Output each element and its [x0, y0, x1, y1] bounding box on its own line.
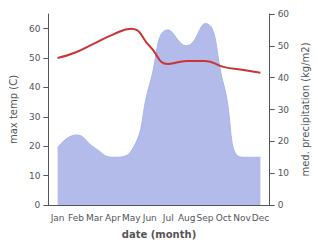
svg-text:Aug: Aug [178, 213, 196, 223]
svg-text:60: 60 [278, 9, 290, 19]
svg-text:Jul: Jul [162, 213, 174, 223]
svg-text:Sep: Sep [197, 213, 214, 223]
svg-text:Jan: Jan [50, 213, 65, 223]
svg-text:10: 10 [29, 171, 41, 181]
svg-text:40: 40 [29, 82, 41, 92]
svg-text:10: 10 [278, 168, 290, 178]
svg-text:50: 50 [29, 53, 41, 63]
svg-text:0: 0 [278, 200, 284, 210]
svg-text:30: 30 [29, 112, 41, 122]
svg-text:date (month): date (month) [122, 229, 196, 240]
svg-text:max temp (C): max temp (C) [8, 75, 19, 144]
svg-text:60: 60 [29, 24, 41, 34]
svg-text:Nov: Nov [233, 213, 251, 223]
svg-text:May: May [122, 213, 141, 223]
svg-text:Dec: Dec [252, 213, 269, 223]
svg-text:20: 20 [29, 141, 41, 151]
svg-text:0: 0 [35, 200, 41, 210]
svg-text:Feb: Feb [68, 213, 84, 223]
svg-text:30: 30 [278, 105, 290, 115]
svg-text:Mar: Mar [86, 213, 103, 223]
svg-text:Oct: Oct [216, 213, 232, 223]
svg-text:20: 20 [278, 136, 290, 146]
svg-text:50: 50 [278, 41, 290, 51]
svg-text:Apr: Apr [105, 213, 121, 223]
svg-text:40: 40 [278, 73, 290, 83]
svg-text:med. precipitation (kg/m2): med. precipitation (kg/m2) [300, 42, 311, 176]
svg-text:Jun: Jun [142, 213, 157, 223]
